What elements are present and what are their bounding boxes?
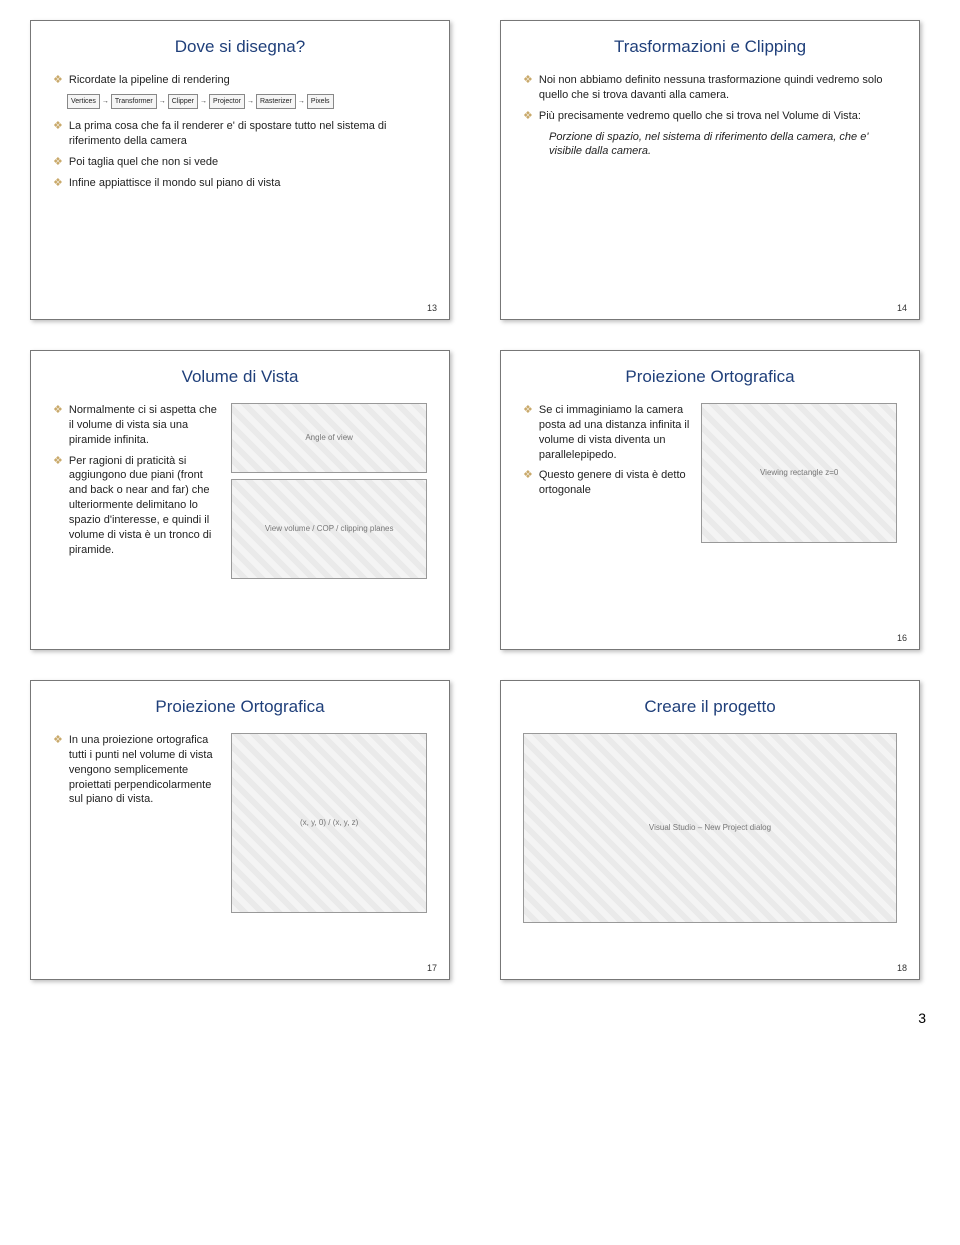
bullet: ❖Normalmente ci si aspetta che il volume…	[53, 403, 221, 448]
sub-bullet-text: Porzione di spazio, nel sistema di rifer…	[549, 130, 897, 160]
figure-angle-of-view: Angle of view	[231, 403, 427, 473]
bullet: ❖Per ragioni di praticità si aggiungono …	[53, 454, 221, 558]
bullet: ❖Se ci immaginiamo la camera posta ad un…	[523, 403, 691, 462]
bullet-text: Ricordate la pipeline di rendering	[69, 73, 427, 88]
image-column: Viewing rectangle z=0	[701, 403, 897, 543]
text-column: ❖Normalmente ci si aspetta che il volume…	[53, 403, 221, 579]
slide-title: Volume di Vista	[53, 367, 427, 387]
bullet-span: Questo genere di vista è detto ortogonal…	[539, 469, 686, 496]
bullet: ❖Noi non abbiamo definito nessuna trasfo…	[523, 73, 897, 103]
bullet-marker-icon: ❖	[53, 403, 63, 448]
bullet-text: Infine appiattisce il mondo sul piano di…	[69, 176, 427, 191]
slide-title: Proiezione Ortografica	[53, 697, 427, 717]
bullet-marker-icon: ❖	[53, 454, 63, 558]
slide-15: Volume di Vista ❖Normalmente ci si aspet…	[30, 350, 450, 650]
bullet-text: Normalmente ci si aspetta che il volume …	[69, 403, 221, 448]
slide-body: ❖ Ricordate la pipeline di rendering Vert…	[53, 73, 427, 191]
pipeline-diagram: Vertices→ Transformer→ Clipper→ Projecto…	[67, 94, 427, 109]
bullet-marker-icon: ❖	[523, 403, 533, 462]
bullet: ❖ Poi taglia quel che non si vede	[53, 155, 427, 170]
bullet: ❖In una proiezione ortografica tutti i p…	[53, 733, 221, 807]
bullet-text: Se ci immaginiamo la camera posta ad una…	[539, 403, 691, 462]
pipeline-stage: Projector	[209, 94, 245, 109]
figure-vs-dialog: Visual Studio – New Project dialog	[523, 733, 897, 923]
bullet-span: Noi non abbiamo definito nessuna trasfor…	[539, 74, 883, 101]
slide-grid: Dove si disegna? ❖ Ricordate la pipeline …	[30, 20, 930, 980]
bullet-text: Questo genere di vista è detto ortogonal…	[539, 468, 691, 498]
slide-body: ❖Normalmente ci si aspetta che il volume…	[53, 403, 427, 579]
bullet-text: In una proiezione ortografica tutti i pu…	[69, 733, 221, 807]
figure-view-volume: View volume / COP / clipping planes	[231, 479, 427, 579]
pipeline-stage: Rasterizer	[256, 94, 296, 109]
bullet-marker-icon: ❖	[523, 468, 533, 498]
slide-18: Creare il progetto Visual Studio – New P…	[500, 680, 920, 980]
bullet-marker-icon: ❖	[53, 176, 63, 191]
slide-number: 14	[897, 303, 907, 313]
bullet-span: Più precisamente vedremo quello che si t…	[539, 110, 861, 122]
page-number: 3	[30, 1010, 930, 1026]
slide-17: Proiezione Ortografica ❖In una proiezion…	[30, 680, 450, 980]
bullet-marker-icon: ❖	[53, 733, 63, 807]
bullet-text: Per ragioni di praticità si aggiungono d…	[69, 454, 221, 558]
pipeline-stage: Vertices	[67, 94, 100, 109]
slide-16: Proiezione Ortografica ❖Se ci immaginiam…	[500, 350, 920, 650]
bullet: ❖ Più precisamente vedremo quello che si …	[523, 109, 897, 124]
slide-body: ❖In una proiezione ortografica tutti i p…	[53, 733, 427, 913]
text-column: ❖Se ci immaginiamo la camera posta ad un…	[523, 403, 691, 543]
bullet-marker-icon: ❖	[523, 73, 533, 103]
figure-ortho-projection: (x, y, 0) / (x, y, z)	[231, 733, 427, 913]
bullet-text: Noi non abbiamo definito nessuna trasfor…	[539, 73, 897, 103]
sub-bullet: Porzione di spazio, nel sistema di rifer…	[549, 130, 897, 160]
slide-title: Trasformazioni e Clipping	[523, 37, 897, 57]
bullet-text: Più precisamente vedremo quello che si t…	[539, 109, 897, 124]
bullet: ❖ Infine appiattisce il mondo sul piano d…	[53, 176, 427, 191]
bullet-marker-icon: ❖	[53, 73, 63, 88]
pipeline-stage: Pixels	[307, 94, 334, 109]
slide-number: 17	[427, 963, 437, 973]
bullet-marker-icon: ❖	[53, 119, 63, 149]
pipeline-stage: Clipper	[168, 94, 198, 109]
slide-body: ❖Se ci immaginiamo la camera posta ad un…	[523, 403, 897, 543]
slide-title: Creare il progetto	[523, 697, 897, 717]
bullet-text: La prima cosa che fa il renderer e' di s…	[69, 119, 427, 149]
slide-title: Dove si disegna?	[53, 37, 427, 57]
bullet: ❖Questo genere di vista è detto ortogona…	[523, 468, 691, 498]
image-column: (x, y, 0) / (x, y, z)	[231, 733, 427, 913]
pipeline-stage: Transformer	[111, 94, 157, 109]
bullet-marker-icon: ❖	[53, 155, 63, 170]
bullet: ❖La prima cosa che fa il renderer e' di …	[53, 119, 427, 149]
slide-body: ❖Noi non abbiamo definito nessuna trasfo…	[523, 73, 897, 159]
slide-number: 13	[427, 303, 437, 313]
image-column: Angle of view View volume / COP / clippi…	[231, 403, 427, 579]
bullet: ❖ Ricordate la pipeline di rendering	[53, 73, 427, 88]
bullet-text: Poi taglia quel che non si vede	[69, 155, 427, 170]
slide-14: Trasformazioni e Clipping ❖Noi non abbia…	[500, 20, 920, 320]
slide-number: 16	[897, 633, 907, 643]
slide-13: Dove si disegna? ❖ Ricordate la pipeline …	[30, 20, 450, 320]
text-column: ❖In una proiezione ortografica tutti i p…	[53, 733, 221, 913]
bullet-marker-icon: ❖	[523, 109, 533, 124]
slide-number: 18	[897, 963, 907, 973]
figure-viewing-rectangle: Viewing rectangle z=0	[701, 403, 897, 543]
slide-body: Visual Studio – New Project dialog	[523, 733, 897, 923]
slide-title: Proiezione Ortografica	[523, 367, 897, 387]
